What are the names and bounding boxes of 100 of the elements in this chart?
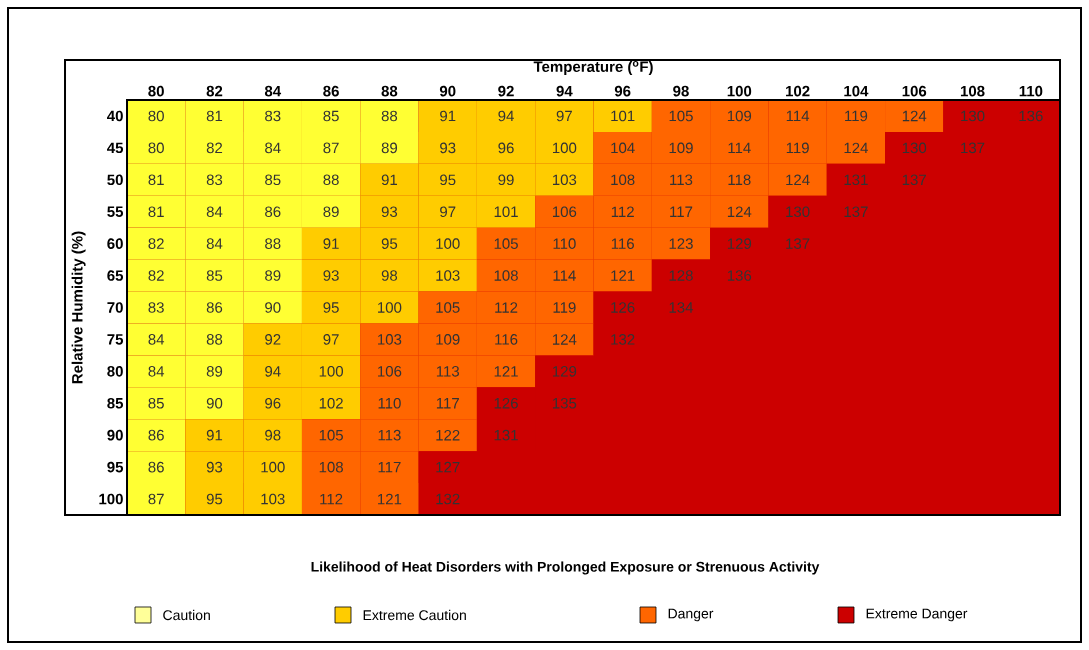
data-label: 106 bbox=[378, 366, 402, 377]
data-label: 126 bbox=[494, 397, 518, 409]
data-label: 96 bbox=[498, 142, 514, 154]
data-label: 95 bbox=[440, 174, 456, 186]
data-label: 117 bbox=[436, 398, 459, 409]
data-label: 101 bbox=[611, 110, 635, 122]
y-tick-label: 40 bbox=[107, 110, 123, 122]
data-label: 89 bbox=[323, 206, 339, 218]
data-label: 101 bbox=[494, 206, 518, 218]
y-tick-label: 65 bbox=[107, 270, 124, 281]
data-label: 114 bbox=[728, 142, 751, 154]
data-label: 114 bbox=[553, 270, 576, 281]
data-label: 135 bbox=[552, 397, 577, 409]
data-label: 83 bbox=[148, 302, 164, 313]
data-label: 102 bbox=[319, 397, 343, 409]
data-label: 137 bbox=[786, 238, 810, 249]
data-label: 84 bbox=[148, 366, 165, 377]
data-label: 124 bbox=[552, 334, 577, 345]
data-label: 129 bbox=[552, 366, 577, 377]
data-label: 132 bbox=[436, 493, 460, 505]
data-label: 103 bbox=[552, 174, 577, 186]
data-label: 98 bbox=[381, 270, 398, 281]
y-tick-label: 50 bbox=[107, 174, 123, 186]
data-label: 82 bbox=[148, 270, 164, 281]
data-label: 119 bbox=[553, 302, 576, 313]
data-label: 100 bbox=[261, 461, 285, 473]
data-label: 85 bbox=[265, 174, 281, 186]
data-label: 91 bbox=[440, 110, 456, 122]
data-label: 86 bbox=[148, 461, 164, 473]
data-label: 100 bbox=[378, 302, 402, 313]
data-label: 89 bbox=[381, 142, 398, 154]
data-label: 88 bbox=[381, 110, 398, 122]
data-label: 100 bbox=[552, 142, 577, 154]
data-label: 113 bbox=[436, 366, 460, 377]
data-label: 113 bbox=[670, 174, 693, 186]
x-tick-label: 92 bbox=[498, 85, 514, 97]
data-label: 117 bbox=[378, 461, 401, 473]
data-label: 93 bbox=[206, 461, 223, 473]
data-label: 103 bbox=[436, 270, 460, 281]
data-label: 100 bbox=[319, 366, 344, 377]
x-tick-label: 108 bbox=[960, 85, 985, 97]
data-label: 97 bbox=[440, 206, 456, 218]
data-label: 87 bbox=[148, 493, 164, 505]
data-label: 119 bbox=[845, 110, 868, 122]
data-label: 85 bbox=[148, 397, 164, 409]
data-label: 128 bbox=[669, 270, 693, 281]
data-label: 112 bbox=[611, 206, 634, 217]
y-tick-label: 80 bbox=[107, 366, 123, 377]
x-tick-label: 82 bbox=[206, 85, 223, 97]
y-tick-label: 45 bbox=[107, 142, 124, 154]
y-tick-label: 60 bbox=[107, 238, 123, 249]
data-label: 88 bbox=[265, 238, 281, 249]
data-label: 87 bbox=[323, 142, 339, 154]
data-label: 103 bbox=[261, 493, 285, 505]
legend-title: Likelihood of Heat Disorders with Prolonged Exposure or Strenuous Activity bbox=[311, 561, 820, 575]
data-label: 116 bbox=[495, 334, 518, 345]
data-label: 93 bbox=[440, 142, 456, 154]
data-label: 95 bbox=[206, 493, 223, 505]
data-label: 85 bbox=[206, 270, 223, 281]
data-label: 86 bbox=[206, 302, 223, 313]
data-label: 110 bbox=[553, 238, 576, 249]
data-label: 112 bbox=[495, 302, 518, 313]
data-label: 84 bbox=[265, 142, 281, 154]
data-label: 91 bbox=[206, 429, 223, 441]
data-label: 81 bbox=[148, 174, 164, 186]
x-tick-label: 88 bbox=[381, 85, 398, 97]
data-label: 118 bbox=[728, 174, 751, 186]
data-label: 108 bbox=[611, 174, 635, 186]
data-label: 132 bbox=[611, 334, 635, 345]
data-label: 93 bbox=[323, 270, 339, 281]
x-tick-label: 80 bbox=[148, 85, 164, 97]
data-label: 92 bbox=[265, 334, 281, 345]
data-label: 86 bbox=[148, 429, 164, 441]
data-label: 80 bbox=[148, 142, 164, 154]
x-tick-label: 102 bbox=[786, 85, 810, 97]
data-label: 95 bbox=[323, 302, 339, 313]
data-label: 85 bbox=[323, 110, 339, 122]
x-axis-title: Temperature ($^{o}$F) bbox=[533, 60, 653, 75]
data-label: 91 bbox=[323, 238, 339, 249]
data-label: 86 bbox=[265, 206, 281, 218]
y-tick-label: 75 bbox=[107, 334, 124, 345]
data-label: 100 bbox=[436, 238, 460, 249]
data-label: 113 bbox=[378, 429, 401, 441]
data-label: 103 bbox=[378, 334, 402, 345]
data-label: 124 bbox=[902, 110, 927, 122]
data-label: 109 bbox=[727, 110, 752, 122]
data-label: 134 bbox=[669, 302, 694, 313]
data-label: 80 bbox=[148, 110, 164, 122]
x-tick-label: 84 bbox=[264, 85, 282, 97]
data-label: 126 bbox=[611, 302, 635, 313]
data-label: 91 bbox=[381, 174, 398, 186]
x-tick-label: 86 bbox=[323, 85, 339, 97]
data-label: 108 bbox=[494, 270, 518, 281]
data-label: 105 bbox=[319, 429, 343, 441]
data-label: 124 bbox=[786, 174, 810, 186]
data-label: 127 bbox=[436, 461, 460, 473]
data-label: 83 bbox=[206, 174, 223, 186]
data-label: 81 bbox=[206, 110, 223, 122]
data-label: 89 bbox=[265, 270, 281, 281]
data-label: 108 bbox=[319, 461, 343, 473]
